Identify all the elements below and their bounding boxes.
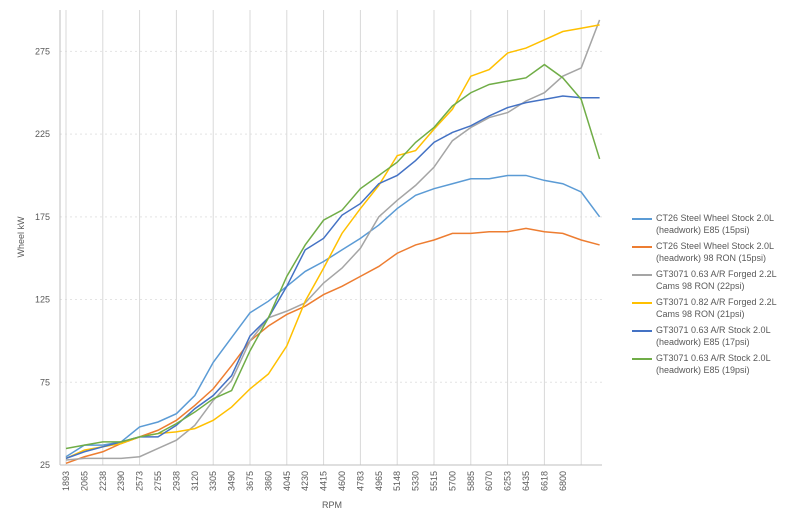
legend-item: GT3071 0.63 A/R Stock 2.0L (headwork) E8… <box>632 324 797 348</box>
series-line <box>65 24 600 460</box>
series-line <box>65 63 601 450</box>
x-tick-label: 5700 <box>447 471 457 491</box>
x-tick-label: 2573 <box>135 471 145 491</box>
x-tick-label: 6070 <box>484 471 494 491</box>
x-tick-label: 3490 <box>227 471 237 491</box>
y-axis-label: Wheel kW <box>16 216 26 258</box>
x-tick-label: 4600 <box>337 471 347 491</box>
x-tick-label: 6800 <box>558 471 568 491</box>
legend-item: GT3071 0.82 A/R Forged 2.2L Cams 98 RON … <box>632 296 797 320</box>
legend-item: GT3071 0.63 A/R Stock 2.0L (headwork) E8… <box>632 352 797 376</box>
series-line <box>65 174 601 458</box>
y-tick-label: 125 <box>35 295 50 305</box>
x-tick-label: 2390 <box>116 471 126 491</box>
x-tick-label: 4045 <box>282 471 292 491</box>
x-tick-label: 3675 <box>245 471 255 491</box>
x-tick-label: 5885 <box>466 471 476 491</box>
legend-swatch <box>632 330 652 332</box>
legend-item: GT3071 0.63 A/R Forged 2.2L Cams 98 RON … <box>632 268 797 292</box>
legend-label: CT26 Steel Wheel Stock 2.0L (headwork) E… <box>656 213 774 235</box>
x-tick-label: 3120 <box>190 471 200 491</box>
x-tick-label: 5515 <box>429 471 439 491</box>
legend-swatch <box>632 218 652 220</box>
y-tick-label: 175 <box>35 212 50 222</box>
y-tick-label: 25 <box>40 460 50 470</box>
x-tick-label: 2755 <box>153 471 163 491</box>
y-tick-label: 225 <box>35 129 50 139</box>
x-tick-label: 6618 <box>539 471 549 491</box>
series-line <box>65 19 601 461</box>
series-line <box>65 95 600 460</box>
x-tick-label: 4965 <box>374 471 384 491</box>
legend-label: GT3071 0.63 A/R Forged 2.2L Cams 98 RON … <box>656 269 777 291</box>
x-tick-label: 3305 <box>208 471 218 491</box>
x-tick-label: 2938 <box>171 471 181 491</box>
legend-swatch <box>632 246 652 248</box>
x-tick-label: 2238 <box>98 471 108 491</box>
x-tick-label: 2065 <box>79 471 89 491</box>
legend: CT26 Steel Wheel Stock 2.0L (headwork) E… <box>632 212 797 380</box>
legend-label: GT3071 0.63 A/R Stock 2.0L (headwork) E8… <box>656 325 771 347</box>
x-tick-label: 4415 <box>319 471 329 491</box>
legend-label: GT3071 0.63 A/R Stock 2.0L (headwork) E8… <box>656 353 771 375</box>
x-tick-label: 3860 <box>263 471 273 491</box>
legend-item: CT26 Steel Wheel Stock 2.0L (headwork) E… <box>632 212 797 236</box>
x-tick-label: 1893 <box>61 471 71 491</box>
x-tick-label: 6435 <box>521 471 531 491</box>
x-tick-label: 5148 <box>392 471 402 491</box>
x-tick-label: 5330 <box>411 471 421 491</box>
x-tick-label: 4230 <box>300 471 310 491</box>
legend-swatch <box>632 358 652 360</box>
x-tick-label: 6253 <box>503 471 513 491</box>
series-line <box>65 227 600 465</box>
legend-swatch <box>632 274 652 276</box>
y-tick-label: 275 <box>35 46 50 56</box>
legend-label: CT26 Steel Wheel Stock 2.0L (headwork) 9… <box>656 241 774 263</box>
x-tick-label: 4783 <box>355 471 365 491</box>
legend-item: CT26 Steel Wheel Stock 2.0L (headwork) 9… <box>632 240 797 264</box>
legend-label: GT3071 0.82 A/R Forged 2.2L Cams 98 RON … <box>656 297 777 319</box>
legend-swatch <box>632 302 652 304</box>
y-tick-label: 75 <box>40 377 50 387</box>
x-axis-label: RPM <box>322 500 342 510</box>
